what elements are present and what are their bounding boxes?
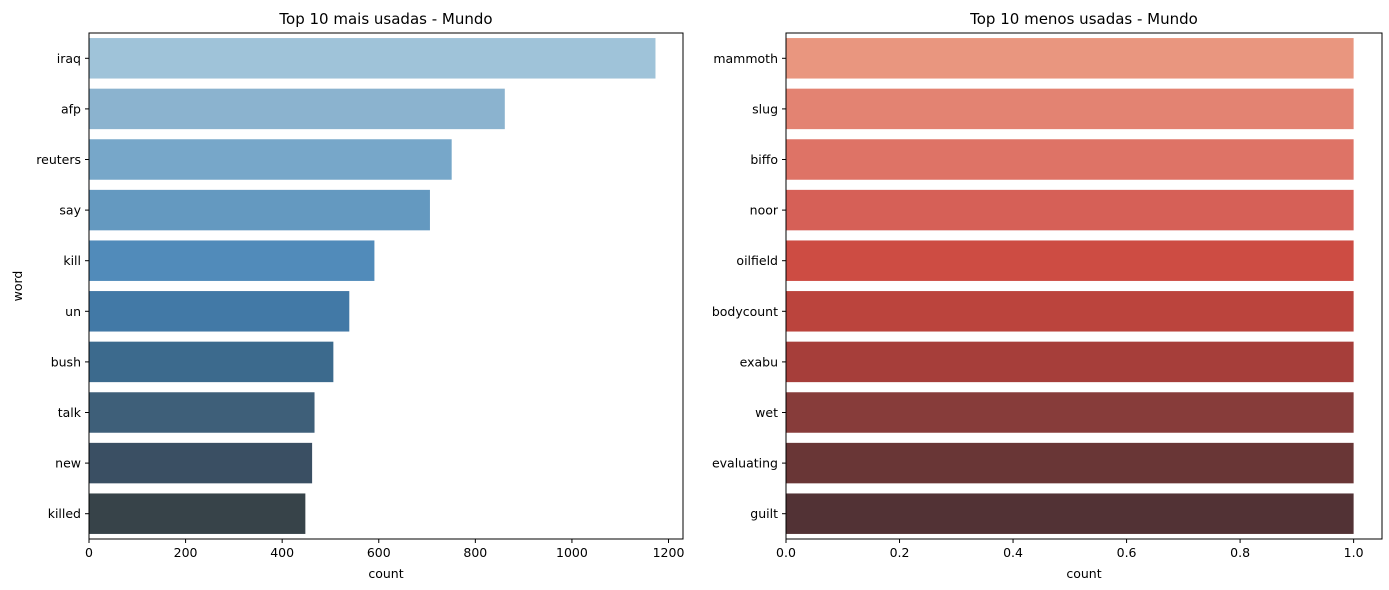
y-tick-label: evaluating	[712, 456, 778, 471]
bar-wet	[786, 392, 1354, 433]
bar-new	[89, 442, 313, 484]
axes-frame	[785, 32, 1383, 540]
bar-un	[89, 291, 350, 332]
bar-exabu	[786, 341, 1354, 383]
bar-bush	[89, 341, 334, 383]
y-tick-label: say	[59, 203, 81, 218]
x-axis-label: count	[368, 566, 403, 581]
y-tick-label: new	[55, 456, 81, 471]
y-tick-label: kill	[63, 253, 81, 268]
bar-reuters	[89, 139, 452, 180]
y-tick-label: noor	[750, 203, 779, 218]
x-tick-label: 0.2	[890, 545, 910, 560]
y-tick-label: mammoth	[713, 51, 778, 66]
x-tick-label: 1.0	[1344, 545, 1364, 560]
bar-killed	[89, 493, 306, 534]
bar-kill	[89, 240, 375, 281]
y-tick-label: slug	[752, 101, 778, 116]
x-tick-label: 1000	[556, 545, 588, 560]
y-tick-label: un	[65, 304, 81, 319]
bar-bodycount	[786, 291, 1354, 332]
bar-guilt	[786, 493, 1354, 534]
y-tick-label: killed	[48, 506, 81, 521]
y-tick-label: reuters	[36, 152, 81, 167]
axes-frame	[88, 32, 684, 540]
x-tick-label: 0.0	[776, 545, 796, 560]
x-axis-label: count	[1066, 566, 1101, 581]
bar-afp	[89, 88, 505, 130]
y-axis-label: word	[10, 271, 25, 302]
chart-title: Top 10 menos usadas - Mundo	[969, 10, 1198, 28]
y-tick-label: iraq	[57, 51, 81, 66]
x-tick-label: 200	[174, 545, 198, 560]
x-tick-label: 0.8	[1230, 545, 1250, 560]
y-tick-label: guilt	[750, 506, 778, 521]
bar-mammoth	[786, 38, 1354, 79]
x-tick-label: 400	[270, 545, 294, 560]
y-tick-label: bush	[51, 354, 81, 369]
y-tick-label: oilfield	[736, 253, 778, 268]
y-tick-label: bodycount	[712, 304, 778, 319]
bar-iraq	[89, 38, 656, 79]
chart-title: Top 10 mais usadas - Mundo	[278, 10, 492, 28]
bar-evaluating	[786, 442, 1354, 484]
y-tick-label: talk	[58, 405, 82, 420]
y-tick-label: biffo	[750, 152, 778, 167]
y-tick-label: exabu	[740, 354, 778, 369]
x-tick-label: 0.6	[1117, 545, 1137, 560]
y-tick-label: wet	[755, 405, 778, 420]
bar-slug	[786, 88, 1354, 130]
x-tick-label: 800	[463, 545, 487, 560]
x-tick-label: 0	[85, 545, 93, 560]
bar-say	[89, 189, 430, 231]
bar-biffo	[786, 139, 1354, 180]
x-tick-label: 0.4	[1003, 545, 1023, 560]
x-tick-label: 1200	[653, 545, 685, 560]
y-tick-label: afp	[61, 101, 81, 116]
bar-oilfield	[786, 240, 1354, 281]
x-tick-label: 600	[367, 545, 391, 560]
bar-talk	[89, 392, 315, 433]
bar-noor	[786, 189, 1354, 231]
